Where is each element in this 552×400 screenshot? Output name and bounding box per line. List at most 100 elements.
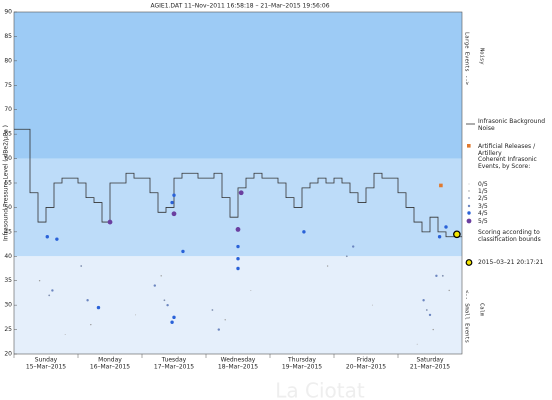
event-marker — [90, 323, 92, 326]
x-tick-date: 19–Mar–2015 — [282, 364, 322, 371]
event-marker — [51, 289, 54, 292]
watermark: La Ciotat — [275, 379, 365, 400]
legend-swatch — [467, 211, 471, 215]
event-marker — [437, 235, 442, 239]
x-tick-label: Monday — [98, 357, 122, 364]
event-marker — [45, 235, 49, 239]
event-marker — [96, 305, 101, 310]
event-marker — [172, 193, 176, 197]
x-tick-label: Saturday — [416, 357, 443, 364]
event-marker — [163, 299, 166, 302]
y-tick-label: 35 — [4, 277, 12, 284]
y-tick-label: 20 — [4, 351, 12, 358]
event-marker — [235, 227, 241, 232]
event-marker — [171, 211, 177, 217]
legend-label: 0/5 — [478, 180, 488, 188]
event-marker — [170, 320, 174, 324]
y-tick-label: 75 — [4, 82, 12, 89]
event-marker — [441, 274, 444, 277]
event-marker — [160, 275, 162, 277]
band — [14, 12, 462, 159]
artillery-marker — [439, 183, 443, 188]
y-tick-label: 80 — [4, 57, 12, 64]
event-marker — [48, 294, 51, 297]
event-marker — [250, 289, 252, 291]
noise-line — [14, 128, 462, 238]
x-tick-label: Thursday — [287, 357, 316, 364]
y-tick-label: 25 — [4, 326, 12, 333]
event-marker — [352, 245, 355, 248]
x-tick-date: 15–Mar–2015 — [26, 364, 66, 371]
legend-label: Artificial Releases / Artillery — [478, 143, 536, 157]
highlight-marker — [453, 230, 461, 239]
y-axis-label: Infrasound Pressure Level ( dBe2/μPa ) — [3, 125, 10, 241]
legend-label: 3/5 — [478, 202, 488, 210]
event-marker — [153, 284, 156, 287]
legend-label: Infrasonic Background Noise — [478, 118, 546, 132]
legend-label: 5/5 — [478, 217, 488, 225]
side-note: Noisy — [479, 48, 485, 65]
legend-swatch — [467, 204, 471, 208]
y-tick-label: 90 — [4, 9, 12, 16]
event-marker — [444, 225, 448, 229]
side-note: <-- Small Events — [464, 290, 470, 343]
event-marker — [217, 328, 220, 331]
x-tick-label: Tuesday — [161, 357, 187, 364]
legend-swatch — [468, 190, 470, 192]
event-marker — [428, 313, 432, 317]
event-marker — [236, 266, 240, 271]
scoring-note: Scoring according to classification boun… — [478, 229, 541, 243]
event-marker — [80, 265, 83, 267]
x-tick-date: 16–Mar–2015 — [90, 364, 130, 371]
event-marker — [435, 274, 438, 278]
y-tick-label: 45 — [4, 228, 12, 235]
event-marker — [326, 265, 329, 267]
x-tick-date: 18–Mar–2015 — [218, 364, 258, 371]
event-marker — [224, 319, 226, 321]
event-marker — [432, 328, 434, 331]
event-marker — [181, 249, 185, 254]
legend-swatch — [468, 197, 470, 199]
side-note: Calm — [479, 303, 485, 317]
y-tick-label: 30 — [4, 302, 12, 309]
chart-title: AGIE1.DAT 11–Nov–2011 16:58:18 – 21–Mar–… — [150, 3, 329, 10]
y-tick-label: 55 — [4, 180, 12, 187]
event-marker — [170, 200, 174, 205]
event-marker — [64, 333, 66, 335]
event-marker — [211, 309, 214, 311]
event-marker — [422, 299, 425, 302]
event-marker — [86, 299, 89, 302]
event-marker — [448, 289, 450, 292]
y-tick-label: 40 — [4, 253, 12, 260]
event-marker — [416, 343, 418, 345]
event-marker — [135, 314, 137, 316]
legend-label: 4/5 — [478, 209, 488, 217]
event-marker — [166, 303, 169, 307]
y-tick-label: 70 — [4, 106, 12, 113]
event-marker — [302, 230, 306, 234]
y-tick-label: 65 — [4, 131, 12, 138]
side-note: Large Events --> — [464, 32, 470, 86]
event-marker — [425, 309, 428, 311]
event-marker — [55, 237, 59, 241]
event-marker — [345, 255, 348, 258]
y-tick-label: 50 — [4, 204, 12, 211]
event-marker — [236, 257, 240, 261]
band — [14, 256, 462, 354]
x-tick-label: Friday — [357, 357, 376, 364]
y-tick-label: 85 — [4, 33, 12, 40]
legend-label: 1/5 — [478, 187, 488, 195]
event-marker — [238, 190, 244, 196]
legend-swatch — [467, 144, 471, 148]
highlight-label: 2015–03–21 20:17:21 — [478, 259, 544, 266]
legend-label: 2/5 — [478, 194, 488, 202]
x-tick-date: 17–Mar–2015 — [154, 364, 194, 371]
event-marker — [371, 304, 373, 306]
x-tick-date: 20–Mar–2015 — [346, 364, 386, 371]
legend-swatch — [468, 183, 470, 185]
event-marker — [172, 315, 176, 320]
x-tick-label: Sunday — [35, 357, 58, 364]
legend-swatch — [465, 259, 473, 266]
x-tick-date: 21–Mar–2015 — [410, 364, 450, 371]
